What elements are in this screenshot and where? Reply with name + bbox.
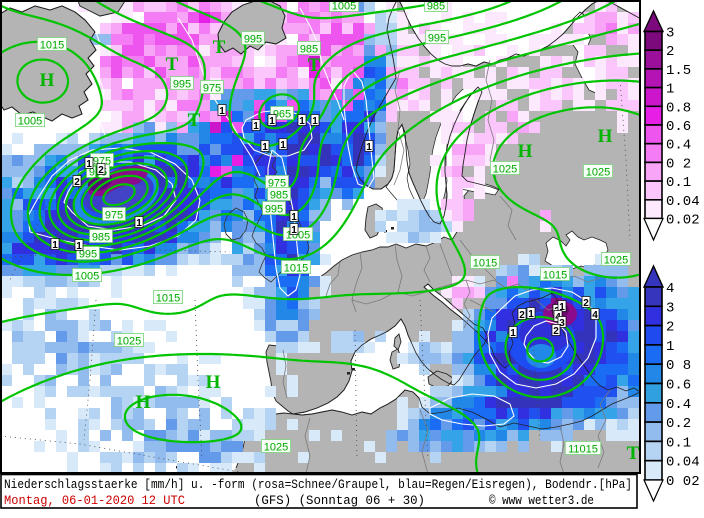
svg-text:Niederschlagsstaerke [mm/h] u.: Niederschlagsstaerke [mm/h] u. -form (ro…: [4, 478, 632, 492]
svg-text:1: 1: [269, 116, 275, 127]
svg-text:1015: 1015: [543, 270, 567, 282]
svg-text:T: T: [627, 443, 640, 464]
svg-text:1025: 1025: [264, 442, 288, 454]
svg-text:0.04: 0.04: [666, 194, 700, 210]
svg-text:1: 1: [52, 240, 58, 251]
svg-text:1: 1: [86, 159, 92, 170]
svg-text:2: 2: [553, 326, 559, 337]
svg-text:H: H: [598, 126, 613, 147]
svg-text:985: 985: [92, 232, 110, 244]
svg-text:3: 3: [666, 300, 674, 316]
svg-text:975: 975: [203, 83, 221, 95]
svg-text:3: 3: [666, 26, 674, 42]
svg-text:© www wetter3.de: © www wetter3.de: [489, 494, 594, 508]
svg-text:0.04: 0.04: [666, 455, 700, 471]
svg-text:1: 1: [280, 140, 286, 151]
svg-text:1: 1: [510, 328, 516, 339]
svg-text:4: 4: [666, 281, 674, 297]
svg-text:2: 2: [74, 177, 80, 188]
svg-text:11015: 11015: [568, 444, 598, 456]
svg-text:0.2: 0.2: [666, 416, 691, 432]
svg-text:1025: 1025: [117, 336, 141, 348]
svg-text:1: 1: [559, 302, 565, 313]
svg-text:2: 2: [666, 320, 674, 336]
svg-text:H: H: [40, 70, 55, 91]
svg-text:1: 1: [666, 82, 674, 98]
svg-text:(GFS) (Sonntag 06 + 30): (GFS) (Sonntag 06 + 30): [254, 494, 425, 508]
svg-text:1: 1: [136, 218, 142, 229]
svg-text:0.8: 0.8: [666, 100, 691, 116]
svg-text:0 02: 0 02: [666, 474, 700, 490]
svg-text:1025: 1025: [493, 164, 517, 176]
svg-text:1015: 1015: [284, 263, 308, 275]
svg-text:2: 2: [519, 310, 525, 321]
svg-text:3: 3: [559, 318, 565, 329]
svg-text:1: 1: [291, 212, 297, 223]
svg-text:1: 1: [219, 106, 225, 117]
svg-text:T: T: [213, 37, 226, 58]
svg-text:1: 1: [253, 121, 259, 132]
svg-text:975: 975: [268, 178, 286, 190]
svg-text:0.6: 0.6: [666, 378, 691, 394]
svg-text:T: T: [166, 54, 179, 75]
svg-text:995: 995: [428, 33, 446, 45]
svg-text:1: 1: [666, 339, 674, 355]
svg-text:T: T: [308, 55, 321, 76]
svg-text:0.6: 0.6: [666, 119, 691, 135]
svg-text:0.4: 0.4: [666, 397, 691, 413]
svg-text:0.02: 0.02: [666, 213, 700, 229]
svg-text:995: 995: [265, 204, 283, 216]
svg-text:985: 985: [427, 1, 445, 13]
svg-text:1025: 1025: [604, 255, 628, 267]
svg-text:985: 985: [270, 190, 288, 202]
svg-text:1: 1: [366, 142, 372, 153]
svg-text:1015: 1015: [156, 293, 180, 305]
svg-text:1005: 1005: [18, 116, 42, 128]
svg-text:0.1: 0.1: [666, 175, 691, 191]
svg-text:H: H: [518, 141, 533, 162]
svg-text:0.4: 0.4: [666, 138, 691, 154]
svg-text:995: 995: [244, 34, 262, 46]
svg-text:0 2: 0 2: [666, 156, 691, 172]
svg-text:2: 2: [583, 298, 589, 309]
svg-text:1.5: 1.5: [666, 63, 691, 79]
svg-text:0.1: 0.1: [666, 435, 691, 451]
svg-text:995: 995: [173, 79, 191, 91]
svg-text:975: 975: [105, 210, 123, 222]
svg-text:1015: 1015: [473, 258, 497, 270]
svg-text:1: 1: [262, 142, 268, 153]
svg-text:1025: 1025: [586, 167, 610, 179]
svg-text:Montag, 06-01-2020 12 UTC: Montag, 06-01-2020 12 UTC: [4, 494, 185, 508]
svg-text:1005: 1005: [75, 271, 99, 283]
svg-text:985: 985: [300, 44, 318, 56]
svg-text:995: 995: [79, 249, 97, 261]
svg-text:1: 1: [528, 309, 534, 320]
svg-text:T: T: [188, 110, 201, 131]
svg-text:1: 1: [291, 225, 297, 236]
svg-text:2: 2: [666, 44, 674, 60]
svg-text:2: 2: [98, 165, 104, 176]
svg-text:0 8: 0 8: [666, 358, 691, 374]
svg-text:1005: 1005: [332, 1, 356, 13]
svg-text:965: 965: [273, 109, 291, 121]
svg-text:1015: 1015: [40, 40, 64, 52]
svg-text:H: H: [206, 372, 221, 393]
svg-text:H: H: [136, 392, 151, 413]
svg-text:1: 1: [76, 241, 82, 252]
svg-text:4: 4: [592, 310, 598, 321]
svg-text:1: 1: [299, 116, 305, 127]
svg-text:1: 1: [312, 116, 318, 127]
